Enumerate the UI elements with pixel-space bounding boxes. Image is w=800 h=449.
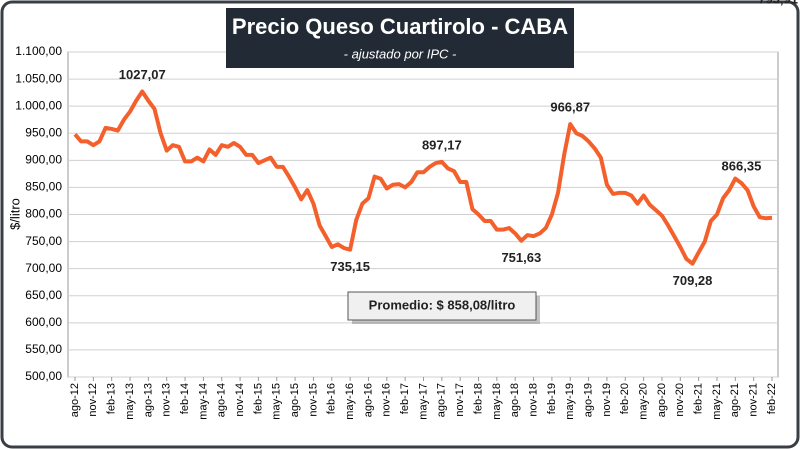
y-tick-label: 950,00 — [25, 125, 62, 139]
x-tick-label: nov-13 — [161, 383, 173, 417]
y-tick-label: 700,00 — [25, 261, 62, 275]
x-tick-label: feb-22 — [766, 383, 778, 414]
data-label: 751,63 — [501, 250, 541, 265]
y-tick-label: 650,00 — [25, 288, 62, 302]
x-tick-label: nov-18 — [527, 383, 539, 417]
y-axis-label: $/litro — [7, 198, 22, 230]
x-tick-label: ago-20 — [656, 383, 668, 417]
x-tick-label: ago-12 — [69, 383, 81, 417]
x-tick-label: ago-16 — [362, 383, 374, 417]
x-tick-label: nov-20 — [674, 383, 686, 417]
x-tick-label: may-17 — [417, 383, 429, 420]
data-label: 709,28 — [673, 273, 713, 288]
x-tick-label: may-15 — [271, 383, 283, 420]
y-tick-label: 1.100,00 — [15, 44, 62, 58]
chart-title: Precio Queso Cuartirolo - CABA — [232, 14, 568, 39]
y-tick-label: 800,00 — [25, 207, 62, 221]
y-tick-label: 600,00 — [25, 315, 62, 329]
plot: 500,00 550,00 600,00 650,00 700,00 750,00 800,… — [15, 0, 798, 420]
data-label: 897,17 — [422, 137, 462, 152]
x-tick-label: may-13 — [124, 383, 136, 420]
data-label: 966,87 — [550, 100, 590, 115]
x-tick-label: ago-17 — [436, 383, 448, 417]
x-tick-label: may-18 — [491, 383, 503, 420]
y-tick-label: 1.050,00 — [15, 71, 62, 85]
x-tick-label: may-20 — [638, 383, 650, 420]
x-tick-label: feb-18 — [472, 383, 484, 414]
x-tick-label: ago-21 — [729, 383, 741, 417]
line — [73, 89, 773, 266]
x-tick-label: feb-16 — [326, 383, 338, 414]
y-tick-label: 750,00 — [25, 234, 62, 248]
x-tick-label: may-14 — [197, 383, 209, 420]
y-tick-label: 900,00 — [25, 153, 62, 167]
x-tick-label: ago-18 — [509, 383, 521, 417]
x-tick-label: nov-21 — [748, 383, 760, 417]
x-tick-label: feb-19 — [546, 383, 558, 414]
x-tick-label: ago-15 — [289, 383, 301, 417]
y-tick-label: 550,00 — [25, 342, 62, 356]
x-tick-label: ago-19 — [582, 383, 594, 417]
x-tick-label: may-16 — [344, 383, 356, 420]
x-tick-label: nov-16 — [381, 383, 393, 417]
x-tick-label: ago-13 — [142, 383, 154, 417]
x-tick-label: nov-14 — [234, 383, 246, 417]
y-tick-label: 1.000,00 — [15, 98, 62, 112]
x-tick-label: feb-15 — [252, 383, 264, 414]
x-tick-label: may-21 — [711, 383, 723, 420]
x-tick-label: nov-17 — [454, 383, 466, 417]
x-tick-label: nov-12 — [87, 383, 99, 417]
x-tick-label: may-19 — [564, 383, 576, 420]
data-label: 1027,07 — [119, 67, 166, 82]
data-label: 866,35 — [722, 159, 762, 174]
annotation-box — [347, 291, 537, 321]
x-tick-label: ago-14 — [216, 383, 228, 417]
y-tick-label: 500,00 — [25, 369, 62, 383]
title-box — [226, 8, 574, 68]
annotation: Promedio: $ 858,08/litro — [369, 297, 516, 312]
x-tick-label: feb-14 — [179, 383, 191, 414]
x-tick-label: feb-13 — [106, 383, 118, 414]
chart-subtitle: - ajustado por IPC - — [344, 46, 457, 61]
x-tick-label: nov-19 — [601, 383, 613, 417]
data-label: 793,91 — [758, 0, 798, 6]
x-tick-label: nov-15 — [307, 383, 319, 417]
y-tick-label: 850,00 — [25, 180, 62, 194]
x-tick-label: feb-17 — [399, 383, 411, 414]
x-tick-label: feb-20 — [619, 383, 631, 414]
x-tick-label: feb-21 — [693, 383, 705, 414]
data-label: 735,15 — [330, 259, 370, 274]
